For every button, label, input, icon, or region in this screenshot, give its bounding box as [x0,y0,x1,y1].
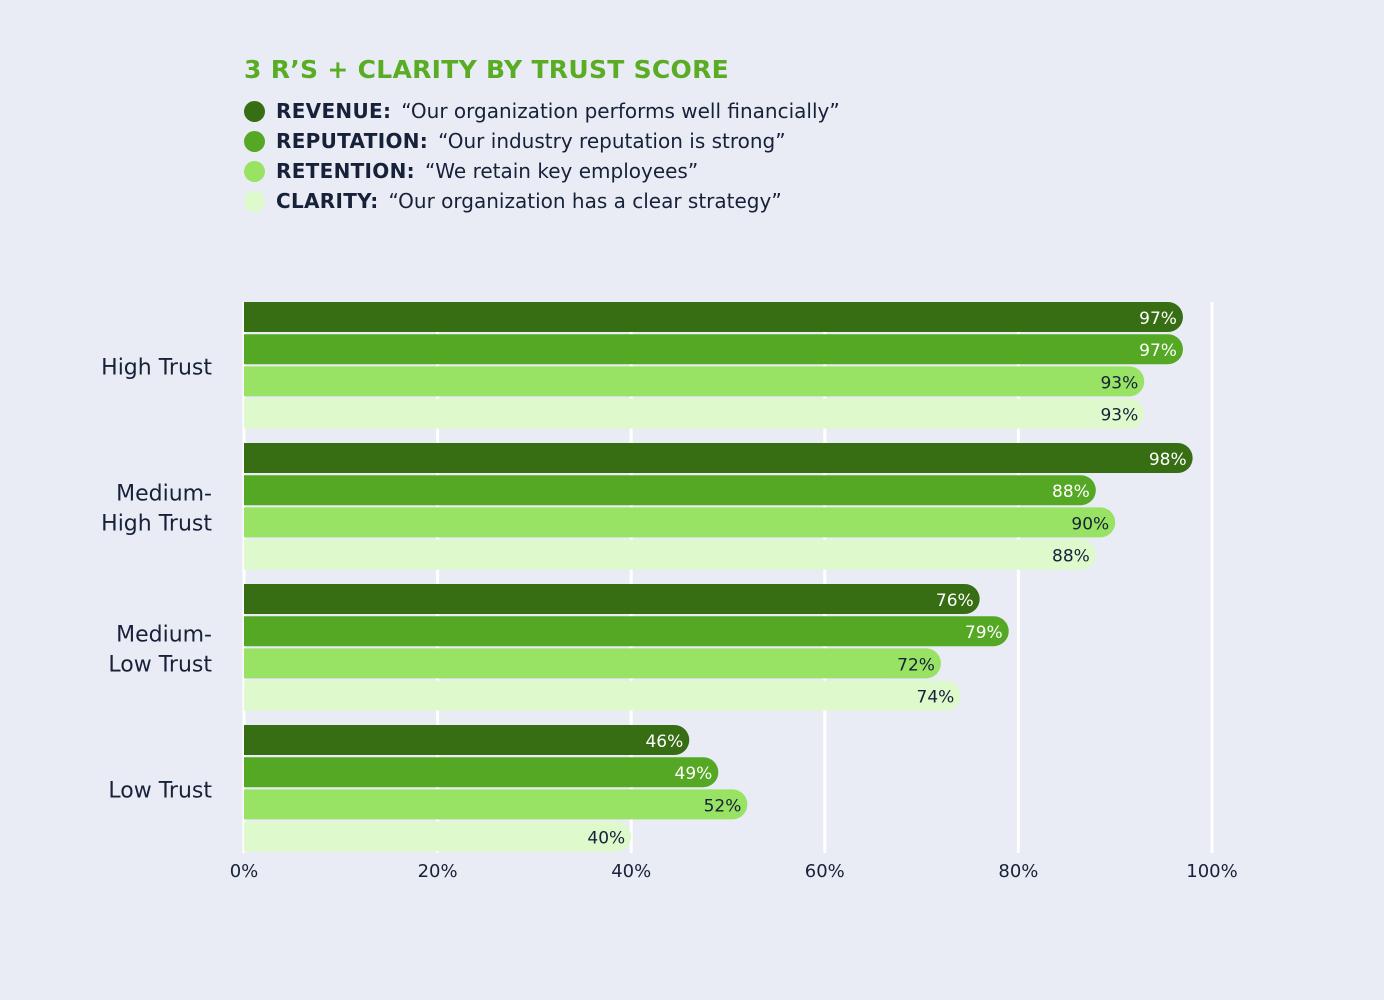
legend-dot-icon [244,100,265,122]
chart-title: 3 R’S + CLARITY BY TRUST SCORE [244,55,730,84]
bar-reputation [244,475,1096,506]
bar-value-label: 74% [917,688,955,708]
legend: REVENUE: “Our organization performs well… [244,96,840,216]
category-label-line: Medium- [116,481,212,506]
legend-series-name: REVENUE: [276,99,392,123]
bar-value-label: 72% [897,655,935,675]
bar-value-label: 97% [1139,309,1177,329]
category-label-line: Low Trust [108,652,212,677]
bar-value-label: 88% [1052,482,1090,502]
bar-reputation [244,757,719,788]
bar-value-label: 98% [1149,450,1187,470]
legend-item-retention: RETENTION: “We retain key employees” [244,156,840,186]
x-tick-label: 0% [230,861,259,882]
bar-value-label: 46% [645,732,683,752]
category-label-line: High Trust [101,511,212,536]
x-tick-label: 20% [418,861,458,882]
category-label-line: Medium- [116,622,212,647]
bar-value-label: 93% [1100,373,1138,393]
legend-series-description: “We retain key employees” [424,159,699,183]
legend-series-description: “Our organization performs well financia… [401,99,840,123]
legend-item-revenue: REVENUE: “Our organization performs well… [244,96,840,126]
bar-value-label: 49% [675,764,713,784]
bar-revenue [244,584,980,614]
legend-series-name: REPUTATION: [276,129,429,153]
bar-retention [244,366,1145,397]
x-tick-label: 40% [611,861,651,882]
bar-retention [244,507,1116,538]
bar-clarity [244,539,1096,570]
bar-revenue [244,443,1193,473]
legend-dot-icon [244,160,265,182]
bar-value-label: 76% [936,591,974,611]
legend-dot-icon [244,190,265,212]
bar-value-label: 88% [1052,547,1090,567]
legend-series-description: “Our industry reputation is strong” [438,129,786,153]
legend-item-clarity: CLARITY: “Our organization has a clear s… [244,186,840,216]
category-label: High Trust [101,355,212,380]
bar-revenue [244,302,1183,332]
legend-series-description: “Our organization has a clear strategy” [388,189,782,213]
bar-retention [244,789,748,820]
bar-value-label: 93% [1100,406,1138,426]
bar-clarity [244,680,961,711]
x-tick-label: 100% [1186,861,1237,882]
bar-retention [244,648,941,679]
category-label: Medium- High Trust [101,481,212,536]
bar-clarity [244,821,632,852]
legend-item-reputation: REPUTATION: “Our industry reputation is … [244,126,840,156]
legend-series-name: RETENTION: [276,159,415,183]
bar-value-label: 97% [1139,341,1177,361]
category-label-line: Low Trust [108,778,212,803]
bar-reputation [244,616,1009,647]
legend-series-name: CLARITY: [276,189,379,213]
legend-dot-icon [244,130,265,152]
bar-clarity [244,398,1145,429]
bar-value-label: 40% [587,829,625,849]
bar-revenue [244,725,690,755]
x-tick-label: 80% [998,861,1038,882]
category-label: Medium- Low Trust [108,622,212,677]
bar-reputation [244,334,1183,365]
bar-value-label: 90% [1071,514,1109,534]
bar-value-label: 79% [965,623,1003,643]
category-label: Low Trust [108,778,212,803]
bar-value-label: 52% [704,796,742,816]
x-tick-label: 60% [805,861,845,882]
category-label-line: High Trust [101,355,212,380]
